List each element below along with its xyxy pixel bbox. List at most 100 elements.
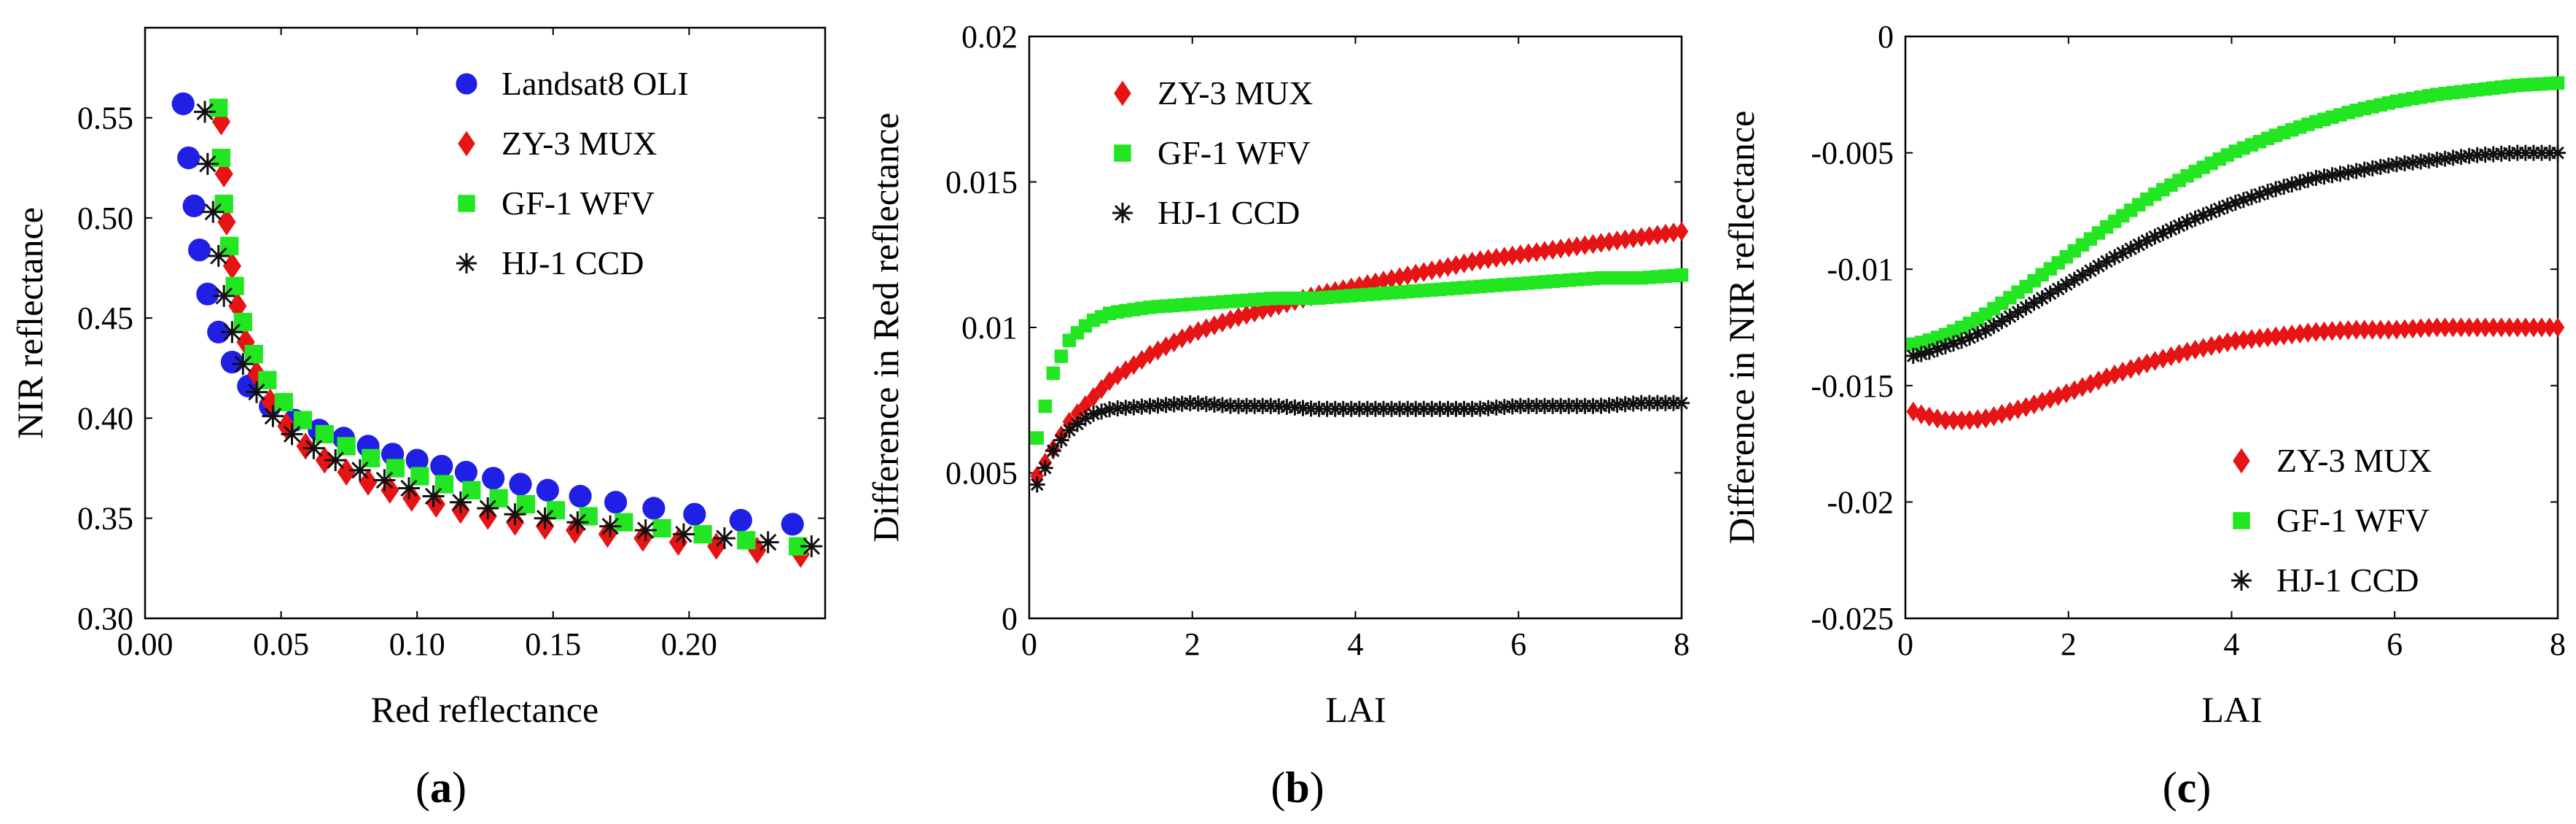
point-hj-1-ccd [1674, 394, 1690, 411]
point-hj-1-ccd [1657, 394, 1674, 411]
panel-a-xlabel: Red reflectance [371, 689, 598, 730]
point-hj-1-ccd [1351, 400, 1367, 417]
point-hj-1-ccd [1029, 476, 1045, 493]
point-hj-1-ccd [2372, 158, 2389, 175]
point-hj-1-ccd [1077, 410, 1094, 427]
point-hj-1-ccd [2388, 156, 2405, 173]
point-hj-1-ccd [2421, 152, 2438, 169]
point-hj-1-ccd [2042, 285, 2058, 302]
point-hj-1-ccd [2276, 179, 2292, 195]
point-zy-3-mux [1376, 271, 1391, 291]
point-zy-3-mux [1433, 258, 1447, 279]
point-zy-3-mux [359, 468, 378, 496]
point-zy-3-mux [2518, 317, 2533, 338]
point-hj-1-ccd [2453, 149, 2470, 166]
point-hj-1-ccd [1593, 397, 1609, 414]
point-hj-1-ccd [2010, 303, 2026, 320]
point-hj-1-ccd [1383, 400, 1400, 417]
legend-marker-gf-1-wfv [1114, 144, 1131, 162]
point-landsat8-oli [405, 448, 429, 472]
point-hj-1-ccd [449, 491, 472, 513]
point-zy-3-mux [2494, 317, 2508, 338]
point-hj-1-ccd [2115, 244, 2131, 261]
x-tick-label: 2 [2061, 626, 2077, 662]
point-hj-1-ccd [1367, 400, 1383, 417]
point-gf-1-wfv [337, 437, 356, 456]
point-zy-3-mux [2003, 401, 2017, 422]
point-hj-1-ccd [1238, 397, 1255, 414]
panel-a-marks [171, 92, 823, 568]
point-hj-1-ccd [1198, 396, 1214, 413]
point-zy-3-mux [1618, 229, 1632, 250]
point-hj-1-ccd [1512, 397, 1529, 414]
point-landsat8-oli [454, 460, 477, 484]
x-tick-label: 0.15 [525, 626, 581, 662]
point-zy-3-mux [2285, 324, 2299, 345]
point-hj-1-ccd [2163, 221, 2179, 238]
x-tick-label: 0 [1021, 626, 1037, 662]
point-hj-1-ccd [1978, 322, 1994, 338]
point-hj-1-ccd [1182, 394, 1198, 411]
point-hj-1-ccd [1625, 395, 1642, 412]
point-zy-3-mux [1562, 237, 1576, 258]
point-hj-1-ccd [2533, 144, 2550, 161]
legend-label-hj-1-ccd: HJ-1 CCD [501, 244, 644, 281]
y-tick-label: 0 [1002, 601, 1018, 637]
point-hj-1-ccd [2340, 164, 2357, 181]
point-hj-1-ccd [757, 531, 779, 553]
point-hj-1-ccd [1921, 343, 1937, 360]
point-hj-1-ccd [2066, 271, 2083, 288]
point-gf-1-wfv [274, 392, 293, 412]
point-landsat8-oli [642, 497, 666, 520]
legend-label-zy-3-mux: ZY-3 MUX [1158, 74, 1313, 112]
point-hj-1-ccd [196, 152, 219, 175]
legend-marker-zy-3-mux [2233, 448, 2250, 474]
y-tick-label: 0.50 [77, 201, 133, 236]
point-zy-3-mux [2252, 328, 2267, 349]
point-hj-1-ccd [324, 449, 347, 472]
point-landsat8-oli [196, 282, 219, 306]
point-zy-3-mux [337, 458, 356, 486]
point-zy-3-mux [1529, 242, 1544, 263]
y-tick-label: -0.015 [1811, 368, 1894, 404]
point-zy-3-mux [2140, 353, 2154, 374]
panel-c-ticks: 0 2 4 6 8 -0.025 -0.02 -0.015 -0.01 -0.005 0 [1811, 19, 2566, 662]
point-hj-1-ccd [1141, 397, 1158, 414]
legend-marker-landsat8-oli [456, 73, 477, 95]
point-zy-3-mux [1658, 223, 1673, 244]
point-zy-3-mux [1987, 406, 2001, 427]
point-hj-1-ccd [2260, 183, 2276, 200]
legend-marker-gf-1-wfv [2233, 512, 2250, 529]
point-gf-1-wfv [614, 513, 633, 532]
point-gf-1-wfv [2550, 76, 2565, 90]
point-gf-1-wfv [1038, 399, 1053, 413]
y-tick-label: 0.40 [77, 400, 133, 436]
legend-label-landsat8-oli: Landsat8 OLI [501, 65, 689, 102]
point-zy-3-mux [1642, 225, 1657, 246]
point-zy-3-mux [1586, 234, 1600, 254]
point-zy-3-mux [1441, 257, 1455, 277]
legend-marker-zy-3-mux [458, 131, 475, 157]
point-hj-1-ccd [2252, 186, 2268, 203]
panel-c-label: (c) [2163, 763, 2212, 812]
point-zy-3-mux [566, 516, 585, 544]
point-zy-3-mux [1962, 410, 1977, 430]
point-hj-1-ccd [1158, 397, 1174, 413]
point-zy-3-mux [1481, 249, 1495, 269]
point-gf-1-wfv [1054, 349, 1069, 363]
point-zy-3-mux [1465, 252, 1479, 272]
point-zy-3-mux [1578, 235, 1592, 255]
point-hj-1-ccd [1962, 330, 1978, 346]
point-zy-3-mux [1489, 247, 1504, 268]
point-gf-1-wfv [693, 525, 712, 544]
point-hj-1-ccd [1416, 400, 1432, 417]
x-tick-label: 0.20 [661, 626, 717, 662]
point-zy-3-mux [2550, 317, 2565, 338]
point-hj-1-ccd [1545, 397, 1561, 414]
x-tick-label: 0.00 [117, 626, 173, 662]
point-hj-1-ccd [2396, 155, 2413, 171]
point-hj-1-ccd [1327, 400, 1343, 417]
point-hj-1-ccd [2002, 308, 2018, 325]
point-hj-1-ccd [1343, 400, 1359, 417]
x-tick-label: 8 [2550, 626, 2566, 662]
